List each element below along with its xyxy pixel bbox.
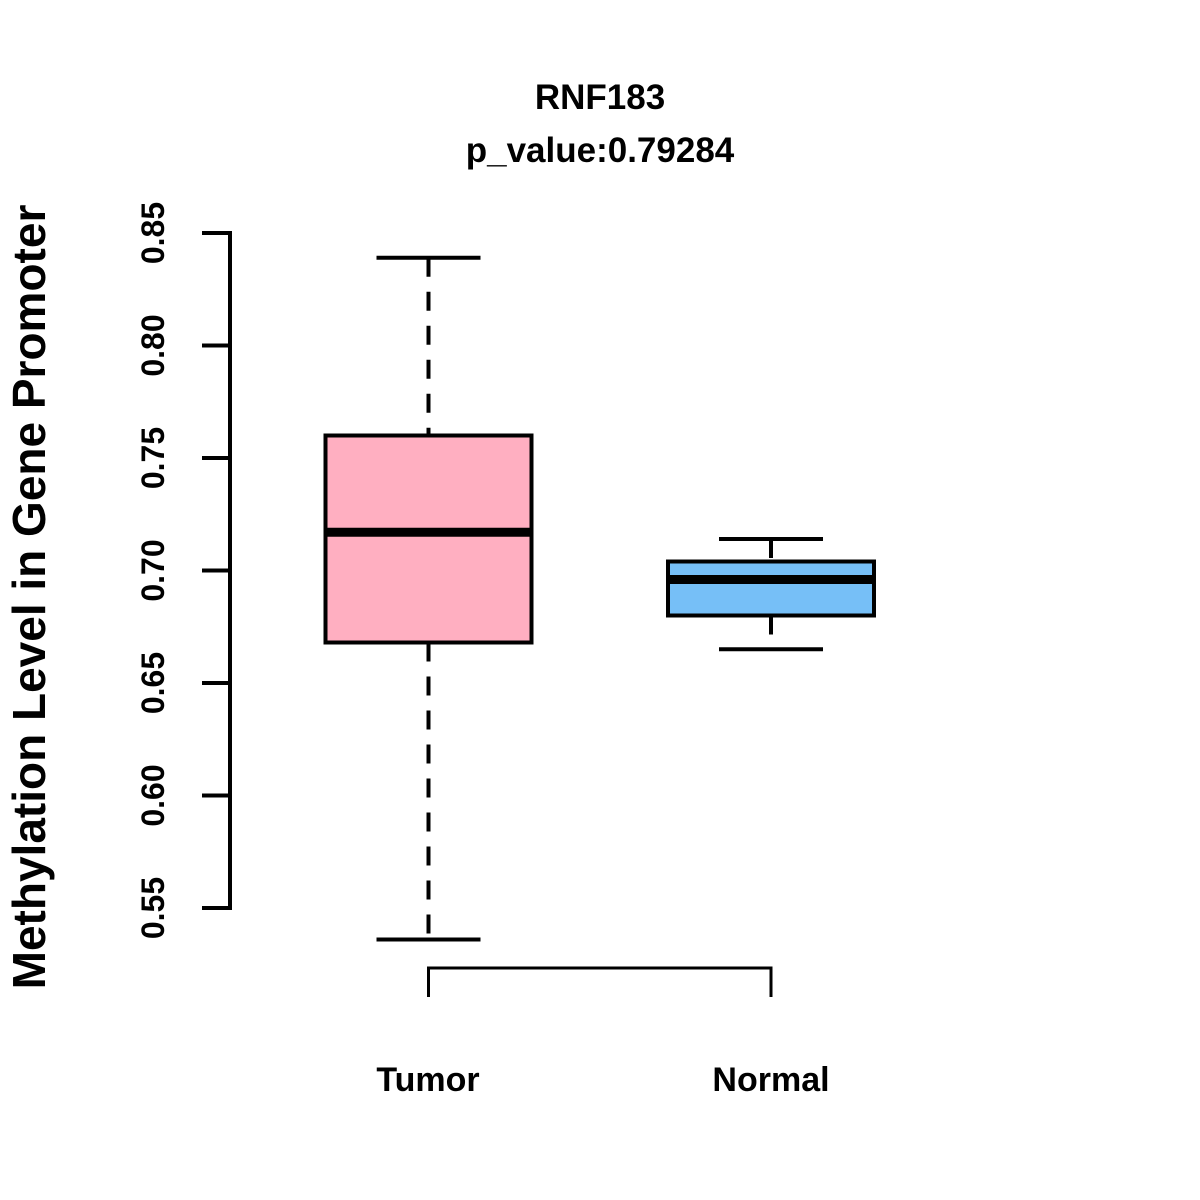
- y-tick-label: 0.60: [135, 764, 171, 826]
- y-axis-label: Methylation Level in Gene Promoter: [3, 204, 55, 990]
- chart-title: RNF183: [534, 78, 666, 117]
- y-tick-label: 0.75: [135, 427, 171, 489]
- y-tick-label: 0.80: [135, 314, 171, 376]
- x-tick-label-normal: Normal: [712, 1061, 830, 1099]
- chart-subtitle: p_value:0.79284: [465, 131, 735, 170]
- x-tick-label-tumor: Tumor: [376, 1061, 480, 1099]
- y-tick-label: 0.65: [135, 652, 171, 714]
- y-tick-label: 0.85: [135, 202, 171, 264]
- normal-iqr-box: [666, 559, 876, 618]
- tumor-iqr-box: [323, 433, 534, 645]
- y-tick-label: 0.70: [135, 539, 171, 601]
- y-tick-label: 0.55: [135, 877, 171, 939]
- x-axis-bracket: [427, 966, 773, 997]
